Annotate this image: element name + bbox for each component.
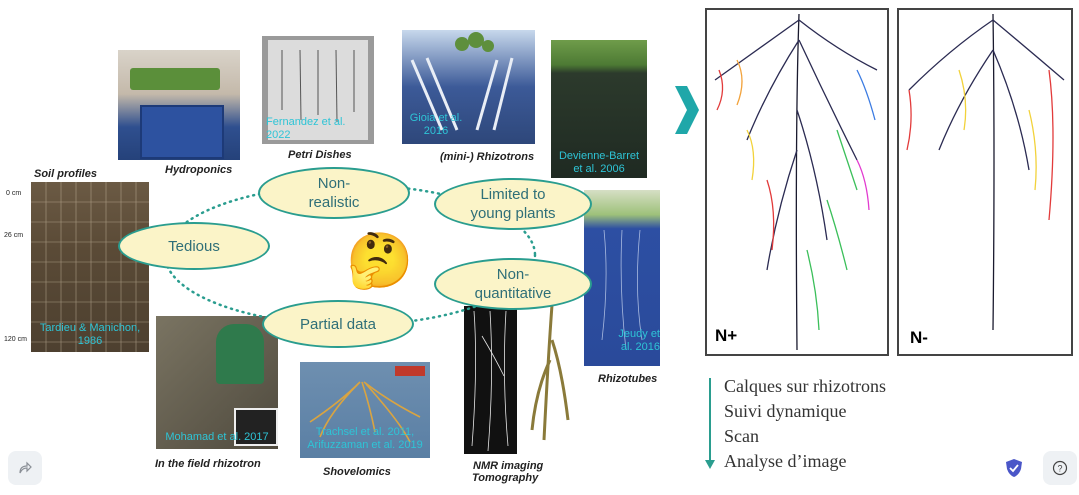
- arrow-right-icon: [675, 86, 699, 134]
- oval-non-quant-line1: Non-: [496, 266, 530, 283]
- oval-non-realistic-line1: Non-: [317, 175, 351, 192]
- nmr-roots-graphic: [471, 310, 509, 452]
- shovelomics-root-graphic: [309, 366, 425, 443]
- oval-limited-young-plants: Limited to young plants: [434, 178, 592, 230]
- scan-n-plus-roots-graphic: [714, 13, 878, 351]
- scan-n-plus-label: N+: [715, 326, 738, 345]
- tomography-photo: [522, 300, 578, 446]
- citation-trachsel: Trachsel et al. 2011, Arifuzzaman et al.…: [300, 426, 430, 452]
- citation-gioia: Gioia et al. 2016: [406, 112, 466, 138]
- caption-nmr-line2: Tomography: [472, 472, 539, 484]
- share-icon: [19, 461, 32, 474]
- hydroponics-photo: [118, 50, 240, 160]
- nmr-photo: [464, 306, 517, 454]
- caption-hydroponics: Hydroponics: [165, 164, 233, 176]
- caption-mini-rhizotrons: (mini-) Rhizotrons: [440, 151, 535, 163]
- caption-rhizotubes: Rhizotubes: [598, 373, 658, 385]
- citation-devienne-line2: et al. 2006: [573, 163, 625, 175]
- oval-limited-line2: young plants: [470, 205, 556, 222]
- down-arrow-icon: [705, 378, 715, 469]
- field-rhizotron-photo: Mohamad et al. 2017: [156, 316, 278, 449]
- citation-gioia-line2: 2016: [423, 125, 449, 137]
- oval-non-quantitative: Non-quantitative: [434, 258, 592, 310]
- oval-partial-label: Partial data: [300, 315, 376, 333]
- share-button[interactable]: [8, 451, 42, 485]
- citation-trachsel-line1: Trachsel et al. 2011,: [315, 426, 415, 438]
- caption-nmr: NMR imaging Tomography: [472, 460, 544, 484]
- rhizotron-plates-graphic: [410, 32, 514, 131]
- caption-shovelomics: Shovelomics: [323, 466, 391, 478]
- citation-tardieu: Tardieu & Manichon, 1986: [39, 322, 141, 347]
- citation-mohamad: Mohamad et al. 2017: [165, 431, 269, 443]
- soil-grid-graphic: [31, 182, 149, 352]
- caption-petri-dishes: Petri Dishes: [288, 149, 352, 161]
- scan-n-minus: [897, 8, 1073, 356]
- caption-field-rhizotron: In the field rhizotron: [155, 458, 261, 470]
- shovelomics-photo: Trachsel et al. 2011, Arifuzzaman et al.…: [300, 362, 430, 458]
- scan-n-minus-label: N-: [910, 328, 928, 347]
- rhizotube-photo: Jeudy et al. 2016: [584, 190, 660, 366]
- method-list-item: Calques sur rhizotrons: [724, 376, 886, 396]
- citation-fernandez-line1: Fernandez et al.: [266, 116, 346, 128]
- citation-fernandez-line2: 2022: [266, 129, 291, 141]
- rhizotube-roots-graphic: [601, 229, 643, 351]
- scan-n-minus-roots-graphic: [906, 13, 1065, 331]
- method-list: Calques sur rhizotrons Suivi dynamique S…: [724, 374, 886, 474]
- oval-tedious: Tedious: [118, 222, 270, 270]
- caption-nmr-line1: NMR imaging: [473, 460, 544, 472]
- oval-tedious-label: Tedious: [168, 237, 220, 255]
- help-button[interactable]: ?: [1043, 451, 1077, 485]
- citation-jeudy-line2: al. 2016: [620, 341, 660, 353]
- citation-gioia-line1: Gioia et al.: [409, 112, 463, 124]
- devienne-column-photo: Devienne-Barret et al. 2006: [551, 40, 647, 178]
- oval-partial-data: Partial data: [262, 300, 414, 348]
- oval-non-realistic-line2: realistic: [308, 194, 360, 211]
- depth-tick-120: 120 cm: [4, 336, 27, 343]
- method-list-item: Scan: [724, 426, 759, 446]
- petri-dish-photo: Fernandez et al. 2022: [262, 36, 374, 144]
- svg-text:?: ?: [1057, 464, 1062, 474]
- shield-check-icon[interactable]: [1004, 458, 1024, 478]
- scan-n-plus: [705, 8, 889, 356]
- citation-trachsel-line2: Arifuzzaman et al. 2019: [307, 439, 423, 451]
- tomography-roots-graphic: [530, 304, 570, 441]
- depth-tick-26: 26 cm: [4, 232, 24, 239]
- citation-jeudy: Jeudy et al. 2016: [598, 328, 660, 354]
- method-list-item: Suivi dynamique: [724, 401, 847, 421]
- help-icon: ?: [1052, 460, 1068, 476]
- citation-devienne: Devienne-Barret et al. 2006: [551, 150, 647, 176]
- oval-limited-line1: Limited to: [480, 186, 546, 203]
- person-figure: [216, 324, 264, 384]
- thinking-face-icon: 🤔: [346, 231, 414, 291]
- depth-tick-0: 0 cm: [6, 190, 22, 197]
- petri-roots-graphic: [281, 49, 355, 123]
- caption-soil-profiles: Soil profiles: [34, 168, 97, 180]
- mini-rhizotron-photo: Gioia et al. 2016: [402, 30, 535, 144]
- petri-plate: [268, 40, 368, 140]
- citation-devienne-line1: Devienne-Barret: [558, 150, 640, 162]
- citation-jeudy-line1: Jeudy et: [618, 328, 660, 340]
- hydroponic-tank: [140, 105, 224, 159]
- oval-non-quant-line2: quantitative: [474, 285, 552, 302]
- oval-non-realistic: Non-realistic: [258, 167, 410, 219]
- soil-profile-photo: Tardieu & Manichon, 1986: [31, 182, 149, 352]
- citation-fernandez: Fernandez et al. 2022: [266, 116, 356, 142]
- method-list-item: Analyse d’image: [724, 451, 847, 471]
- seedling-tray: [130, 68, 220, 90]
- tablet-device: [234, 408, 278, 446]
